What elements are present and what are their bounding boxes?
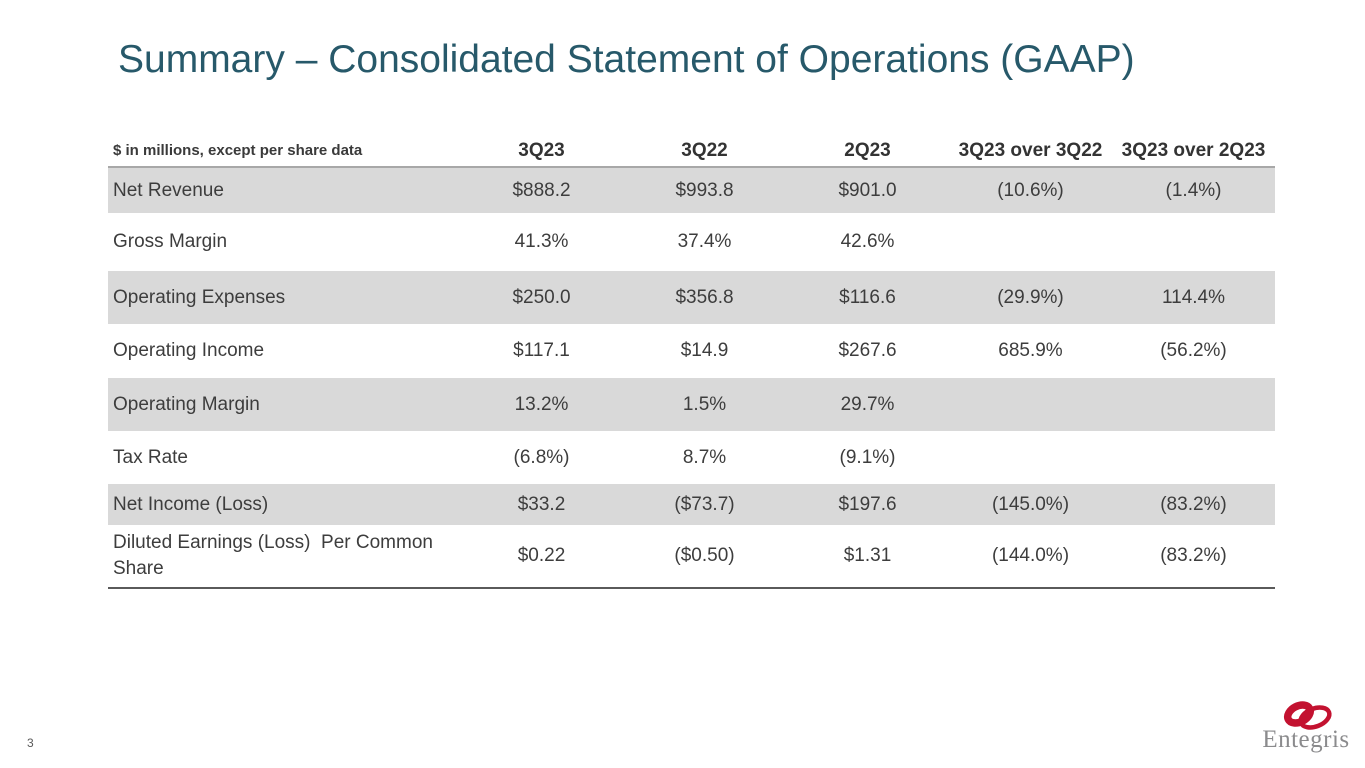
cell-value bbox=[949, 213, 1112, 271]
cell-value: 1.5% bbox=[682, 393, 727, 415]
cell-value: $14.9 bbox=[680, 340, 729, 361]
cell-value: $117.1 bbox=[513, 340, 570, 361]
cell-value bbox=[949, 378, 1112, 431]
row-label: Operating Expenses bbox=[113, 286, 286, 308]
cell-value: 13.2% bbox=[514, 393, 569, 415]
row-label: Diluted Earnings (Loss) Per Common Share bbox=[113, 532, 439, 579]
entegris-rings-icon bbox=[1283, 701, 1332, 730]
cell-value: 685.9% bbox=[998, 340, 1063, 361]
cell-value: (144.0%) bbox=[991, 545, 1070, 566]
cell-value: 114.4% bbox=[1161, 286, 1226, 308]
column-header-3q23-over-2q23: 3Q23 over 2Q23 bbox=[1121, 140, 1266, 161]
table-row-net-revenue: Net Revenue $888.2 $993.8 $901.0 (10.6%)… bbox=[108, 168, 1275, 213]
entegris-wordmark: Entegris bbox=[1262, 726, 1350, 753]
cell-value: $0.22 bbox=[517, 545, 566, 566]
table-row-diluted-eps: Diluted Earnings (Loss) Per Common Share… bbox=[108, 525, 1275, 589]
cell-value: 37.4% bbox=[677, 231, 732, 252]
cell-value: (56.2%) bbox=[1160, 340, 1227, 361]
cell-value: (10.6%) bbox=[997, 179, 1064, 201]
column-header-2q23: 2Q23 bbox=[844, 140, 891, 161]
cell-value: $1.31 bbox=[843, 545, 892, 566]
column-header-3q22: 3Q22 bbox=[681, 140, 728, 161]
cell-value: $116.6 bbox=[839, 286, 896, 308]
cell-value: (83.2%) bbox=[1160, 493, 1227, 515]
cell-value bbox=[1112, 378, 1275, 431]
cell-value: (1.4%) bbox=[1165, 179, 1222, 201]
table-header-row: $ in millions, except per share data 3Q2… bbox=[108, 136, 1275, 168]
table-row-net-income-loss: Net Income (Loss) $33.2 ($73.7) $197.6 (… bbox=[108, 484, 1275, 525]
table-row-operating-expenses: Operating Expenses $250.0 $356.8 $116.6 … bbox=[108, 271, 1275, 324]
row-label: Gross Margin bbox=[113, 231, 228, 253]
cell-value: (29.9%) bbox=[997, 286, 1064, 308]
cell-value: $250.0 bbox=[512, 286, 571, 308]
cell-value bbox=[949, 431, 1112, 484]
row-label: Operating Margin bbox=[113, 393, 260, 415]
row-label: Tax Rate bbox=[113, 446, 188, 468]
cell-value: $33.2 bbox=[517, 493, 566, 515]
table-row-operating-margin: Operating Margin 13.2% 1.5% 29.7% bbox=[108, 378, 1275, 431]
cell-value: (145.0%) bbox=[991, 493, 1070, 515]
row-label: Net Income (Loss) bbox=[113, 493, 269, 515]
row-label: Net Revenue bbox=[113, 179, 224, 201]
table-row-gross-margin: Gross Margin 41.3% 37.4% 42.6% bbox=[108, 213, 1275, 271]
financial-results-table: $ in millions, except per share data 3Q2… bbox=[108, 136, 1275, 589]
cell-value: $888.2 bbox=[512, 179, 571, 201]
cell-value: 8.7% bbox=[682, 446, 727, 468]
cell-value: 41.3% bbox=[514, 231, 569, 252]
table-row-tax-rate: Tax Rate (6.8%) 8.7% (9.1%) bbox=[108, 431, 1275, 484]
cell-value: (6.8%) bbox=[513, 446, 570, 468]
cell-value: (83.2%) bbox=[1160, 545, 1227, 566]
column-header-3q23: 3Q23 bbox=[518, 140, 565, 161]
cell-value: 29.7% bbox=[840, 393, 895, 415]
table-row-operating-income: Operating Income $117.1 $14.9 $267.6 685… bbox=[108, 324, 1275, 378]
cell-value: $901.0 bbox=[838, 179, 897, 201]
entegris-logo: Entegris bbox=[1260, 701, 1352, 752]
table-units-note: $ in millions, except per share data bbox=[113, 141, 363, 159]
cell-value bbox=[1112, 213, 1275, 271]
cell-value: ($73.7) bbox=[674, 493, 735, 515]
cell-value: (9.1%) bbox=[839, 446, 896, 468]
cell-value: $197.6 bbox=[838, 493, 897, 515]
cell-value bbox=[1112, 431, 1275, 484]
page-number: 3 bbox=[27, 736, 34, 750]
cell-value: 42.6% bbox=[840, 231, 895, 252]
cell-value: ($0.50) bbox=[674, 545, 735, 566]
cell-value: $993.8 bbox=[675, 179, 734, 201]
cell-value: $267.6 bbox=[838, 340, 897, 361]
column-header-3q23-over-3q22: 3Q23 over 3Q22 bbox=[958, 140, 1103, 161]
row-label: Operating Income bbox=[113, 340, 265, 362]
cell-value: $356.8 bbox=[675, 286, 734, 308]
slide-title: Summary – Consolidated Statement of Oper… bbox=[118, 38, 1135, 81]
